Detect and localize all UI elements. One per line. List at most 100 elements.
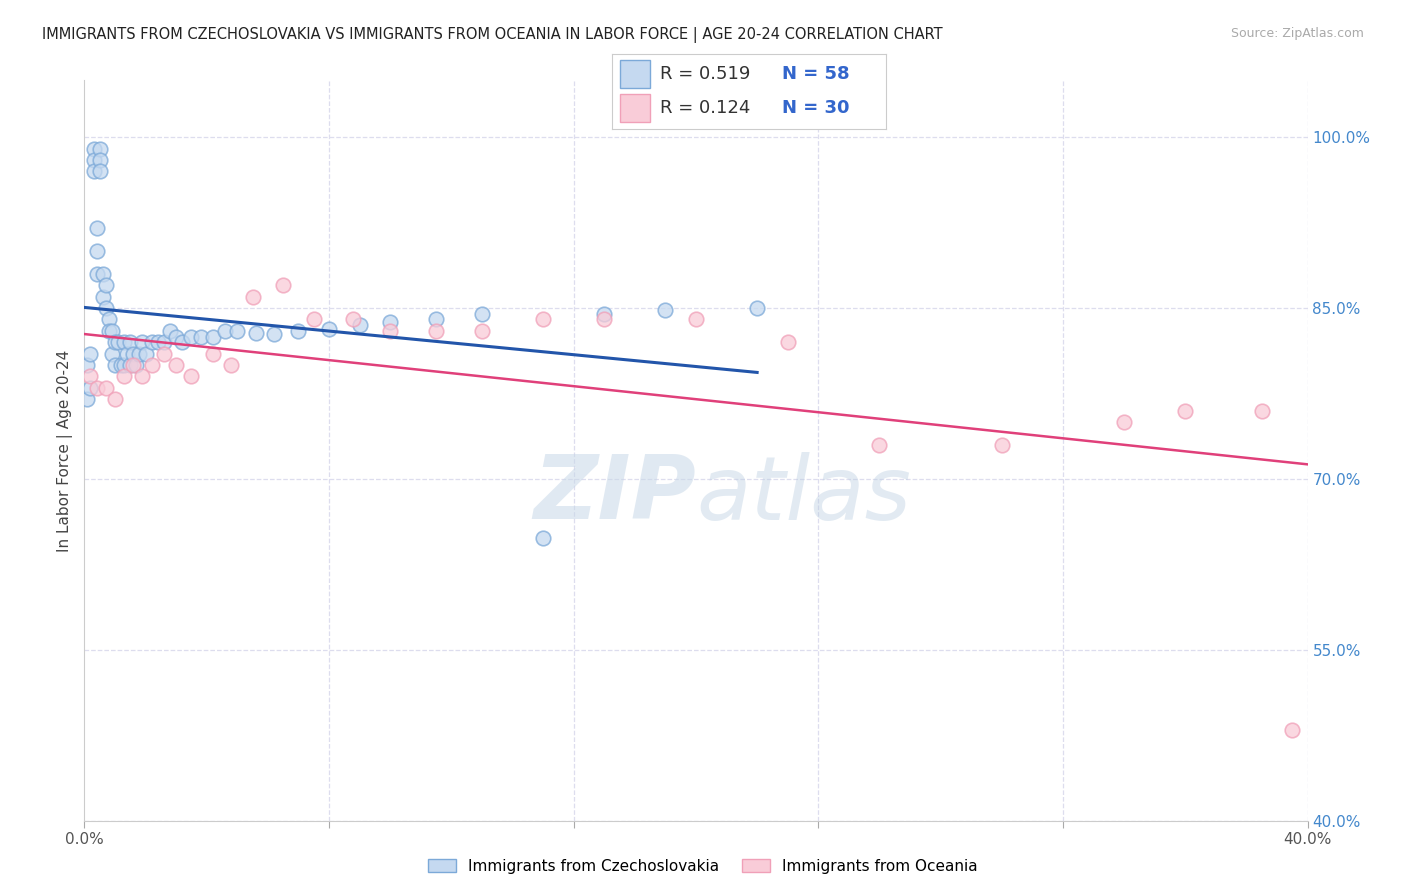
Point [214,324,236,338]
Point [180,369,202,384]
Point [342,312,364,326]
Point [380,324,402,338]
Point [89,153,111,167]
Point [242,290,264,304]
Point [104,335,127,350]
Point [1281,723,1303,737]
Point [104,392,127,407]
Point [153,346,176,360]
Point [141,335,163,350]
Point [425,312,447,326]
Point [201,346,224,360]
Point [94,301,117,315]
Point [165,358,187,372]
Point [122,358,145,372]
Point [83,164,105,178]
Point [76,392,98,407]
Text: atlas: atlas [696,452,911,538]
Point [991,438,1014,452]
Text: ZIP: ZIP [533,451,696,539]
Point [593,307,616,321]
Point [747,301,769,315]
Point [318,321,340,335]
Point [131,369,153,384]
Point [79,369,101,384]
Point [685,312,707,326]
Text: N = 58: N = 58 [782,65,849,83]
Y-axis label: In Labor Force | Age 20-24: In Labor Force | Age 20-24 [58,350,73,551]
Point [115,346,138,360]
Point [91,290,114,304]
Point [190,329,212,343]
Point [120,335,142,350]
Point [112,358,135,372]
Point [110,358,132,372]
Bar [620,95,650,122]
Point [101,346,124,360]
Point [76,358,98,372]
Point [180,329,202,343]
Point [776,335,799,350]
Point [86,244,108,259]
Point [104,358,127,372]
Point [380,315,402,329]
Point [79,381,101,395]
Point [86,221,108,235]
Point [654,303,676,318]
Point [135,346,157,360]
Legend: Immigrants from Czechoslovakia, Immigrants from Oceania: Immigrants from Czechoslovakia, Immigran… [422,853,984,880]
Point [79,346,101,360]
Point [83,142,105,156]
Point [349,318,371,333]
Point [122,346,145,360]
Point [141,358,163,372]
Point [245,326,267,340]
Point [97,312,120,326]
Point [287,324,309,338]
Point [471,324,494,338]
Point [107,335,129,350]
Point [89,142,111,156]
Point [425,324,447,338]
Point [172,335,194,350]
Point [112,369,135,384]
Point [159,324,181,338]
Point [131,335,153,350]
Point [125,358,148,372]
Point [112,335,135,350]
Text: Source: ZipAtlas.com: Source: ZipAtlas.com [1230,27,1364,40]
Bar [620,61,650,87]
Point [86,381,108,395]
Point [302,312,325,326]
Text: R = 0.124: R = 0.124 [659,99,749,117]
Point [1250,403,1272,417]
Point [101,324,124,338]
Point [97,324,120,338]
Point [91,267,114,281]
Text: R = 0.519: R = 0.519 [659,65,749,83]
Point [94,278,117,293]
Point [271,278,294,293]
Point [593,312,616,326]
Point [128,346,150,360]
Point [153,335,176,350]
Point [146,335,169,350]
Point [94,381,117,395]
Point [165,329,187,343]
Point [263,327,285,342]
Text: N = 30: N = 30 [782,99,849,117]
Point [219,358,242,372]
Point [1174,403,1197,417]
Point [201,329,224,343]
Point [86,267,108,281]
Point [531,312,554,326]
Point [89,164,111,178]
Text: IMMIGRANTS FROM CZECHOSLOVAKIA VS IMMIGRANTS FROM OCEANIA IN LABOR FORCE | AGE 2: IMMIGRANTS FROM CZECHOSLOVAKIA VS IMMIGR… [42,27,943,43]
Point [471,307,494,321]
Point [226,324,249,338]
Point [83,153,105,167]
Point [531,531,554,545]
Point [120,358,142,372]
Point [869,438,891,452]
Point [1114,415,1136,429]
